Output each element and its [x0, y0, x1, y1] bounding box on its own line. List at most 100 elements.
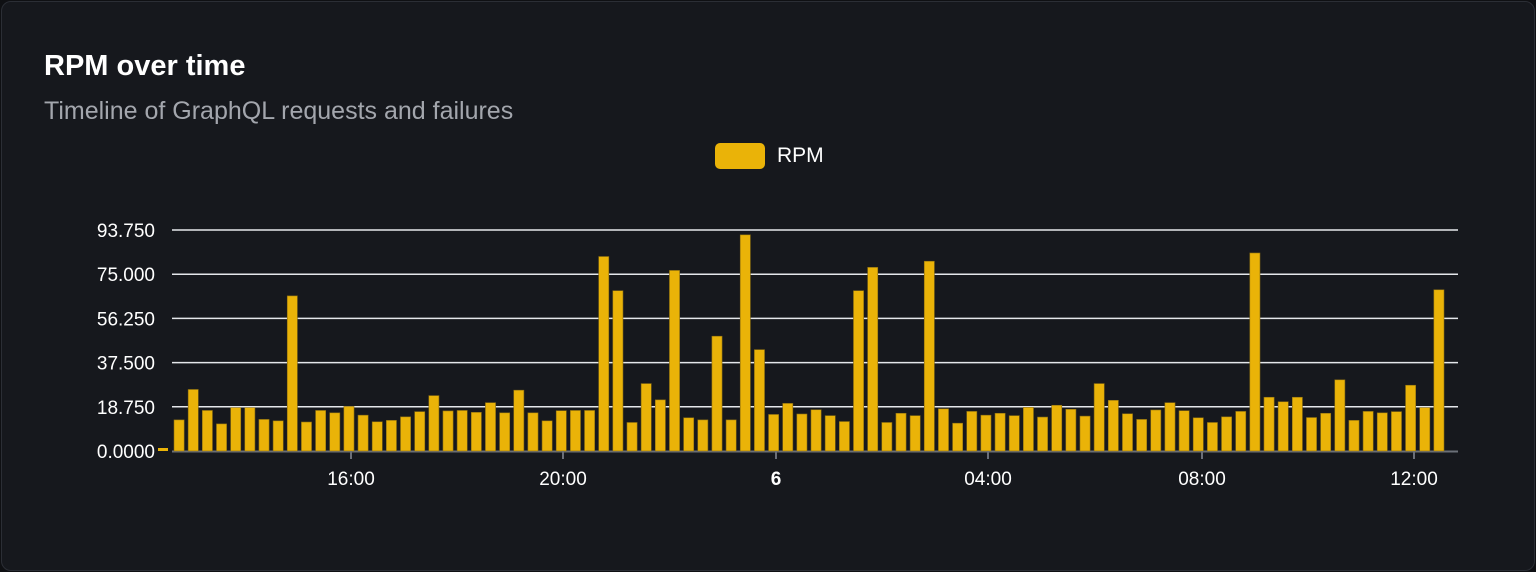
bar	[810, 409, 822, 452]
bar	[683, 417, 695, 452]
y-tick-label: 18.750	[97, 398, 155, 419]
bar	[173, 419, 185, 452]
bar	[1348, 420, 1360, 452]
bar	[598, 256, 610, 452]
bar	[1150, 409, 1162, 452]
bar	[612, 290, 624, 452]
bar	[329, 412, 341, 452]
bar	[654, 399, 666, 452]
bar	[640, 383, 652, 452]
x-tick-label: 20:00	[539, 469, 587, 490]
bar	[853, 290, 864, 452]
bar	[1093, 383, 1105, 452]
bar	[1263, 396, 1275, 452]
bar	[725, 419, 737, 452]
bar	[1362, 411, 1374, 452]
bar	[1376, 412, 1388, 452]
bar	[414, 411, 426, 452]
bar	[1249, 252, 1261, 452]
bar	[1178, 410, 1190, 452]
bar	[909, 415, 921, 452]
bar	[343, 406, 355, 452]
x-tick-label: 04:00	[964, 469, 1012, 490]
bar	[697, 419, 709, 452]
bar	[400, 416, 411, 452]
bar	[499, 412, 511, 452]
y-tick-label: 75.000	[97, 265, 155, 286]
legend-swatch	[715, 143, 765, 169]
bar	[881, 422, 893, 452]
y-tick-label: 56.250	[97, 309, 155, 330]
bar	[1037, 416, 1048, 452]
bar	[301, 421, 312, 452]
y-tick-label: 0.0000	[97, 442, 155, 463]
bar	[428, 395, 440, 452]
bar	[1122, 413, 1133, 452]
bar	[754, 349, 765, 452]
bar	[839, 421, 850, 452]
bar	[824, 415, 836, 452]
bar	[867, 267, 879, 452]
bar	[796, 413, 808, 452]
bar	[272, 420, 284, 452]
bar	[584, 410, 595, 452]
bar	[938, 408, 949, 452]
bar	[1334, 379, 1346, 452]
bar	[952, 422, 964, 452]
x-tick-label: 12:00	[1390, 469, 1438, 490]
bar	[626, 422, 638, 452]
bar	[513, 389, 525, 452]
bar	[527, 412, 539, 452]
bar	[1391, 411, 1402, 452]
y-tick-label: 93.750	[97, 221, 155, 242]
bar	[1051, 404, 1063, 452]
bar	[371, 421, 383, 452]
x-tick-label: 6	[771, 469, 782, 490]
bar	[485, 402, 496, 452]
bar	[202, 410, 213, 452]
bar	[570, 410, 581, 452]
bar	[994, 412, 1006, 452]
chart-title: RPM over time	[44, 50, 246, 82]
bar	[1291, 396, 1303, 452]
bar	[1008, 415, 1020, 452]
bar	[315, 410, 327, 452]
bar	[1433, 289, 1445, 452]
bar	[1079, 415, 1091, 452]
bar	[1192, 417, 1204, 452]
bar	[555, 410, 567, 452]
bar	[782, 403, 794, 452]
bar	[442, 410, 454, 452]
bar	[739, 234, 751, 452]
legend-item-rpm[interactable]: RPM	[715, 143, 824, 169]
bar	[1277, 401, 1289, 452]
bar	[470, 412, 482, 452]
y-tick-label: 37.500	[97, 354, 155, 375]
bar	[456, 410, 468, 452]
axis-marker	[158, 448, 168, 451]
bar	[1136, 419, 1148, 452]
bar	[187, 389, 199, 452]
bar	[669, 270, 680, 452]
bar	[541, 420, 553, 452]
bar	[258, 419, 270, 452]
bar	[1207, 422, 1218, 452]
bar	[286, 295, 298, 452]
bar	[768, 414, 779, 452]
bar	[895, 412, 907, 452]
bar	[980, 414, 992, 452]
bar	[1306, 417, 1317, 452]
bar	[1164, 402, 1176, 452]
bar	[1221, 416, 1232, 452]
bar	[923, 260, 935, 452]
chart-subtitle: Timeline of GraphQL requests and failure…	[44, 97, 514, 125]
bar	[711, 335, 723, 452]
bar	[1419, 407, 1431, 452]
x-tick-label: 08:00	[1178, 469, 1226, 490]
x-tick-label: 16:00	[327, 469, 375, 490]
bar	[966, 411, 978, 452]
bar	[1405, 384, 1416, 452]
bar	[1235, 411, 1247, 452]
bar	[216, 423, 227, 452]
